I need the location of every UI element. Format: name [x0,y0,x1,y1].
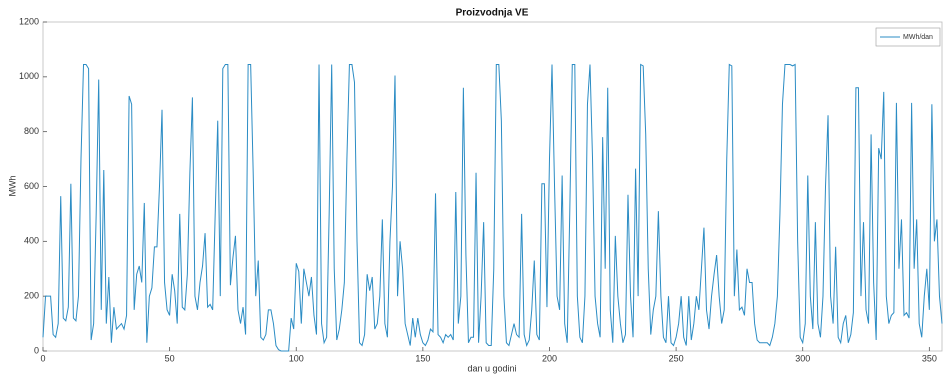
x-tick-label: 50 [165,353,175,363]
y-tick-label: 200 [24,291,39,301]
y-tick-label: 1000 [19,71,39,81]
x-axis-label: dan u godini [467,363,516,373]
chart-title: Proizvodnja VE [456,8,529,19]
x-tick-label: 300 [795,353,810,363]
legend-box [875,27,941,47]
y-tick-label: 600 [24,181,39,191]
x-tick-label: 0 [40,353,45,363]
y-tick-label: 800 [24,126,39,136]
x-tick-label: 150 [415,353,430,363]
y-tick-label: 0 [34,345,39,355]
x-tick-label: 100 [289,353,304,363]
y-tick-label: 400 [24,236,39,246]
data-line [42,63,943,352]
y-axis-label: MWh [7,176,17,197]
y-tick-label: 1200 [19,16,39,26]
x-tick-label: 350 [922,353,937,363]
legend-label: MWh/dan [903,34,933,41]
x-tick-label: 250 [669,353,684,363]
x-tick-label: 200 [542,353,557,363]
